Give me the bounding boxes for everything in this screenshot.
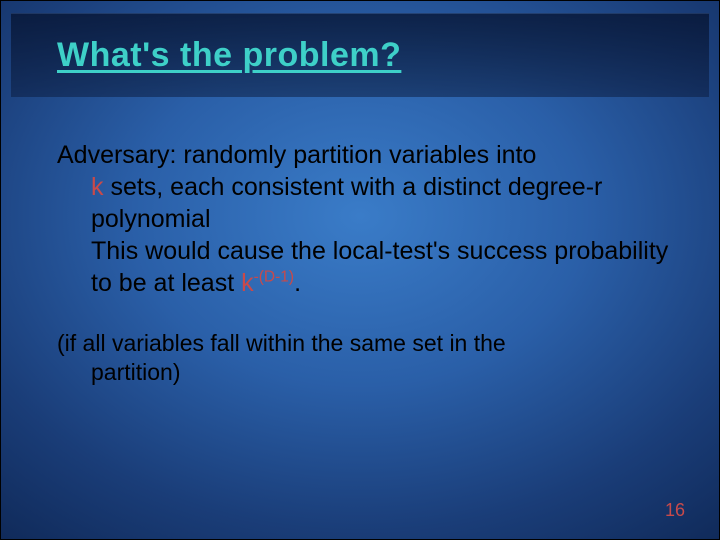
slide-body: Adversary: randomly partition variables … [57, 139, 671, 388]
p1-lead: Adversary: randomly partition variables … [57, 141, 536, 169]
slide-title: What's the problem? [57, 36, 401, 75]
p1-cont-b: This would cause the local-test's succes… [91, 237, 668, 297]
p2-lead: (if all variables fall within the same s… [57, 330, 506, 356]
slide: What's the problem? Adversary: randomly … [0, 0, 720, 540]
title-band: What's the problem? [11, 13, 709, 97]
p1-period: . [294, 269, 301, 297]
p1-cont-a: sets, each consistent with a distinct de… [91, 173, 602, 233]
page-number: 16 [665, 500, 685, 521]
var-k: k [91, 173, 104, 201]
p2-indent-block: partition) [57, 358, 671, 387]
paragraph-1: Adversary: randomly partition variables … [57, 139, 671, 299]
paragraph-2: (if all variables fall within the same s… [57, 329, 671, 388]
exponent: -(D-1) [254, 269, 294, 286]
var-k-2: k [241, 269, 254, 297]
p2-cont: partition) [91, 359, 180, 385]
p1-indent-block: k sets, each consistent with a distinct … [57, 171, 671, 299]
